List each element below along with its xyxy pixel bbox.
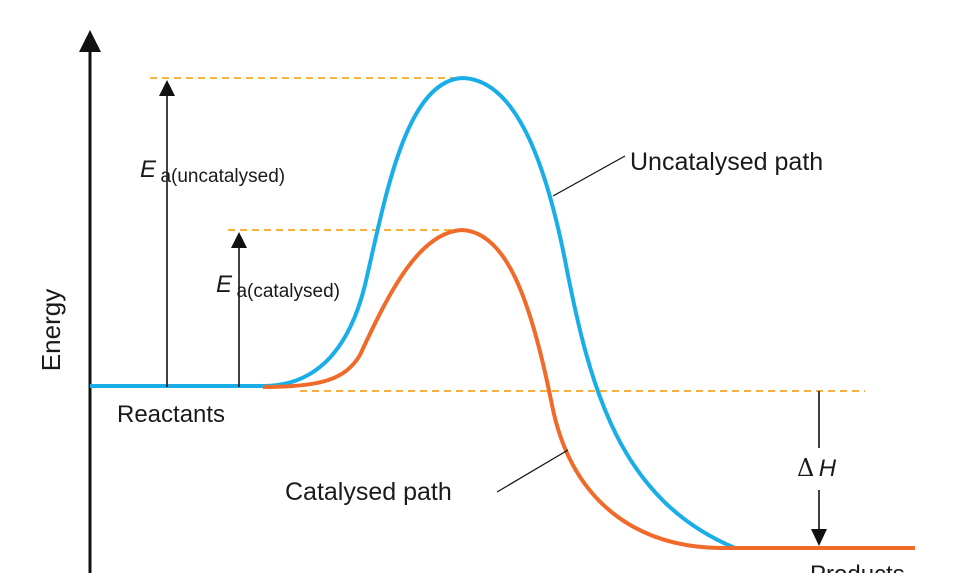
energy-axis-label: Energy [36,289,66,371]
enthalpy-change-delta: Δ [797,454,814,482]
catalysed-path-curve [262,227,915,550]
catalysed-activation-energy-subscript: a(catalysed) [236,281,340,302]
reactants-label: Reactants [117,401,225,428]
catalysed-activation-arrowhead [231,232,247,248]
catalysed-label-leader [496,449,569,493]
catalysed-path-label: Catalysed path [285,478,452,506]
enthalpy-change-arrowhead [811,529,827,546]
uncatalysed-activation-energy-label: E a(uncatalysed) [140,156,285,187]
uncatalysed-activation-energy-subscript: a(uncatalysed) [160,166,285,187]
catalysed-activation-energy-label: E a(catalysed) [216,271,340,302]
enthalpy-change-symbol: H [819,455,837,482]
uncatalysed-path-label: Uncatalysed path [630,148,823,176]
products-label: Products [810,561,905,573]
uncatalysed-path-curve [264,75,760,550]
catalysed-activation-energy-symbol: E [216,271,233,298]
uncatalysed-activation-arrowhead [159,80,175,96]
uncatalysed-activation-energy-symbol: E [140,156,157,183]
uncatalysed-label-leader [552,155,626,197]
enthalpy-change-label: Δ H [797,454,837,482]
energy-axis-arrowhead [79,30,101,52]
